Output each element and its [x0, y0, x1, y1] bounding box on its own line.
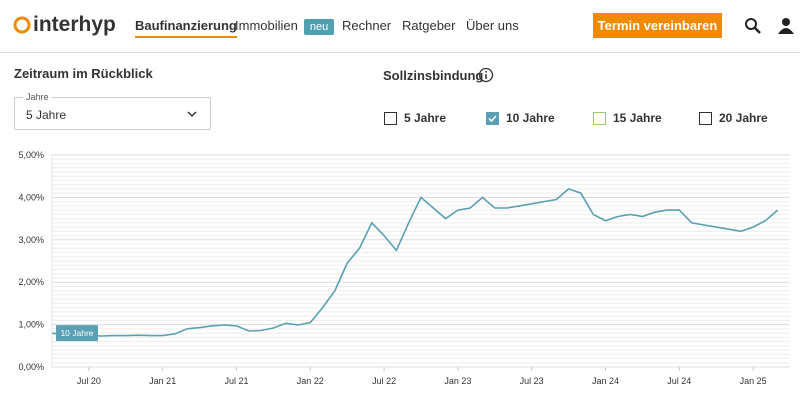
x-tick-label: Jul 20 — [77, 376, 101, 386]
series-tag-bg — [56, 325, 98, 342]
period-select[interactable]: Jahre 5 Jahre — [14, 92, 211, 130]
checkbox — [699, 111, 712, 125]
checkbox — [384, 111, 397, 125]
nav-item[interactable]: Rechner — [342, 18, 391, 33]
search-icon[interactable] — [744, 17, 762, 35]
info-icon[interactable] — [478, 67, 494, 83]
nav-label: Ratgeber — [402, 18, 456, 33]
checkbox-label: 20 Jahre — [719, 111, 768, 125]
y-tick-label: 5,00% — [18, 150, 44, 160]
logo-icon — [13, 16, 31, 34]
checkbox-option[interactable]: 15 Jahre — [593, 111, 662, 125]
select-value: 5 Jahre — [26, 108, 67, 122]
x-tick-label: Jan 24 — [592, 376, 619, 386]
y-tick-label: 4,00% — [18, 192, 44, 202]
select-label: Jahre — [23, 92, 52, 102]
nav-label: Immobilien — [235, 18, 298, 33]
x-tick-label: Jul 23 — [520, 376, 544, 386]
nav-label: Über uns — [466, 18, 519, 33]
period-title: Zeitraum im Rückblick — [14, 66, 153, 81]
series-tag: 10 Jahre — [60, 328, 93, 338]
header: interhyp Baufinanzierung Immobilien neu Rec… — [0, 0, 800, 53]
checkmark — [488, 114, 497, 122]
x-tick-label: Jan 21 — [149, 376, 176, 386]
nav-item[interactable]: Immobilien neu — [235, 18, 335, 35]
y-tick-label: 2,00% — [18, 277, 44, 287]
nav-label: Baufinanzierung — [135, 18, 237, 33]
checkbox-option[interactable]: 10 Jahre — [486, 111, 555, 125]
checkbox — [593, 111, 606, 125]
checkbox-option[interactable]: 20 Jahre — [699, 111, 768, 125]
y-tick-label: 3,00% — [18, 235, 44, 245]
chevron — [187, 111, 197, 118]
x-tick-label: Jul 22 — [372, 376, 396, 386]
chart: 0,00% 1,00% 2,00% 3,00% 4,00% 5,00% Jul 20 Jan … — [18, 150, 790, 386]
checkbox-label: 10 Jahre — [506, 111, 555, 125]
nav-badge: neu — [303, 19, 335, 35]
logo[interactable]: interhyp — [33, 13, 116, 36]
data-line — [51, 187, 779, 337]
x-tick-label: Jan 22 — [297, 376, 324, 386]
binding-title: Sollzinsbindung — [383, 68, 484, 83]
checkbox-label: 5 Jahre — [404, 111, 447, 125]
y-tick-label: 1,00% — [18, 320, 44, 330]
x-tick-label: Jan 23 — [444, 376, 471, 386]
nav-item[interactable]: Ratgeber — [402, 18, 455, 33]
nav-label: Rechner — [342, 18, 392, 33]
x-tick-label: Jan 25 — [740, 376, 767, 386]
checkbox — [486, 111, 499, 125]
user-icon[interactable] — [777, 17, 795, 35]
x-tick-label: Jul 24 — [667, 376, 691, 386]
nav-item[interactable]: Über uns — [466, 18, 519, 33]
active-underline — [135, 36, 237, 38]
y-tick-label: 0,00% — [18, 362, 44, 372]
checkbox-label: 15 Jahre — [613, 111, 662, 125]
checkbox-option[interactable]: 5 Jahre — [384, 111, 446, 125]
nav-item[interactable]: Baufinanzierung — [135, 18, 237, 38]
x-tick-label: Jul 21 — [224, 376, 248, 386]
cta-button[interactable]: Termin vereinbaren — [593, 13, 722, 38]
